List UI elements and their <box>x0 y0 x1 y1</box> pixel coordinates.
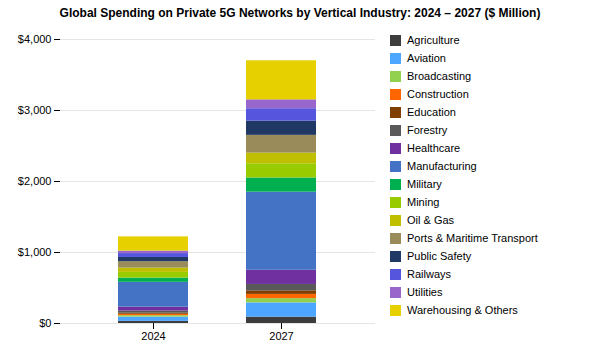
svg-text:2027: 2027 <box>269 330 293 342</box>
html-text:Construction: Construction <box>407 88 469 100</box>
html-text:Oil & Gas: Oil & Gas <box>407 214 455 226</box>
html-text:Global Spending on Private 5G: Global Spending on Private 5G Networks b… <box>59 6 541 20</box>
html-text:Military: Military <box>407 178 442 190</box>
svg-text:$2,000: $2,000 <box>18 175 52 187</box>
html-text:Manufacturing: Manufacturing <box>407 160 477 172</box>
svg-text:$4,000: $4,000 <box>18 33 52 45</box>
html-text:Railways: Railways <box>407 268 451 280</box>
svg-text:$3,000: $3,000 <box>18 104 52 116</box>
html-text:Mining: Mining <box>407 196 440 208</box>
html-text:Agriculture: Agriculture <box>407 34 460 46</box>
svg-text:2024: 2024 <box>141 330 165 342</box>
html-text:Public Safety: Public Safety <box>407 250 472 262</box>
html-text:Forestry: Forestry <box>407 124 448 136</box>
html-text:Warehousing & Others: Warehousing & Others <box>407 304 518 316</box>
html-text:Ports & Maritime Transport: Ports & Maritime Transport <box>407 232 538 244</box>
svg-text:$0: $0 <box>39 317 51 329</box>
html-text:Education: Education <box>407 106 456 118</box>
html-text:Broadcasting: Broadcasting <box>407 70 472 82</box>
html-text:Utilities: Utilities <box>407 286 443 298</box>
html-text:Healthcare: Healthcare <box>407 142 461 154</box>
svg-text:$1,000: $1,000 <box>18 246 52 258</box>
html-text:Aviation: Aviation <box>407 52 446 64</box>
